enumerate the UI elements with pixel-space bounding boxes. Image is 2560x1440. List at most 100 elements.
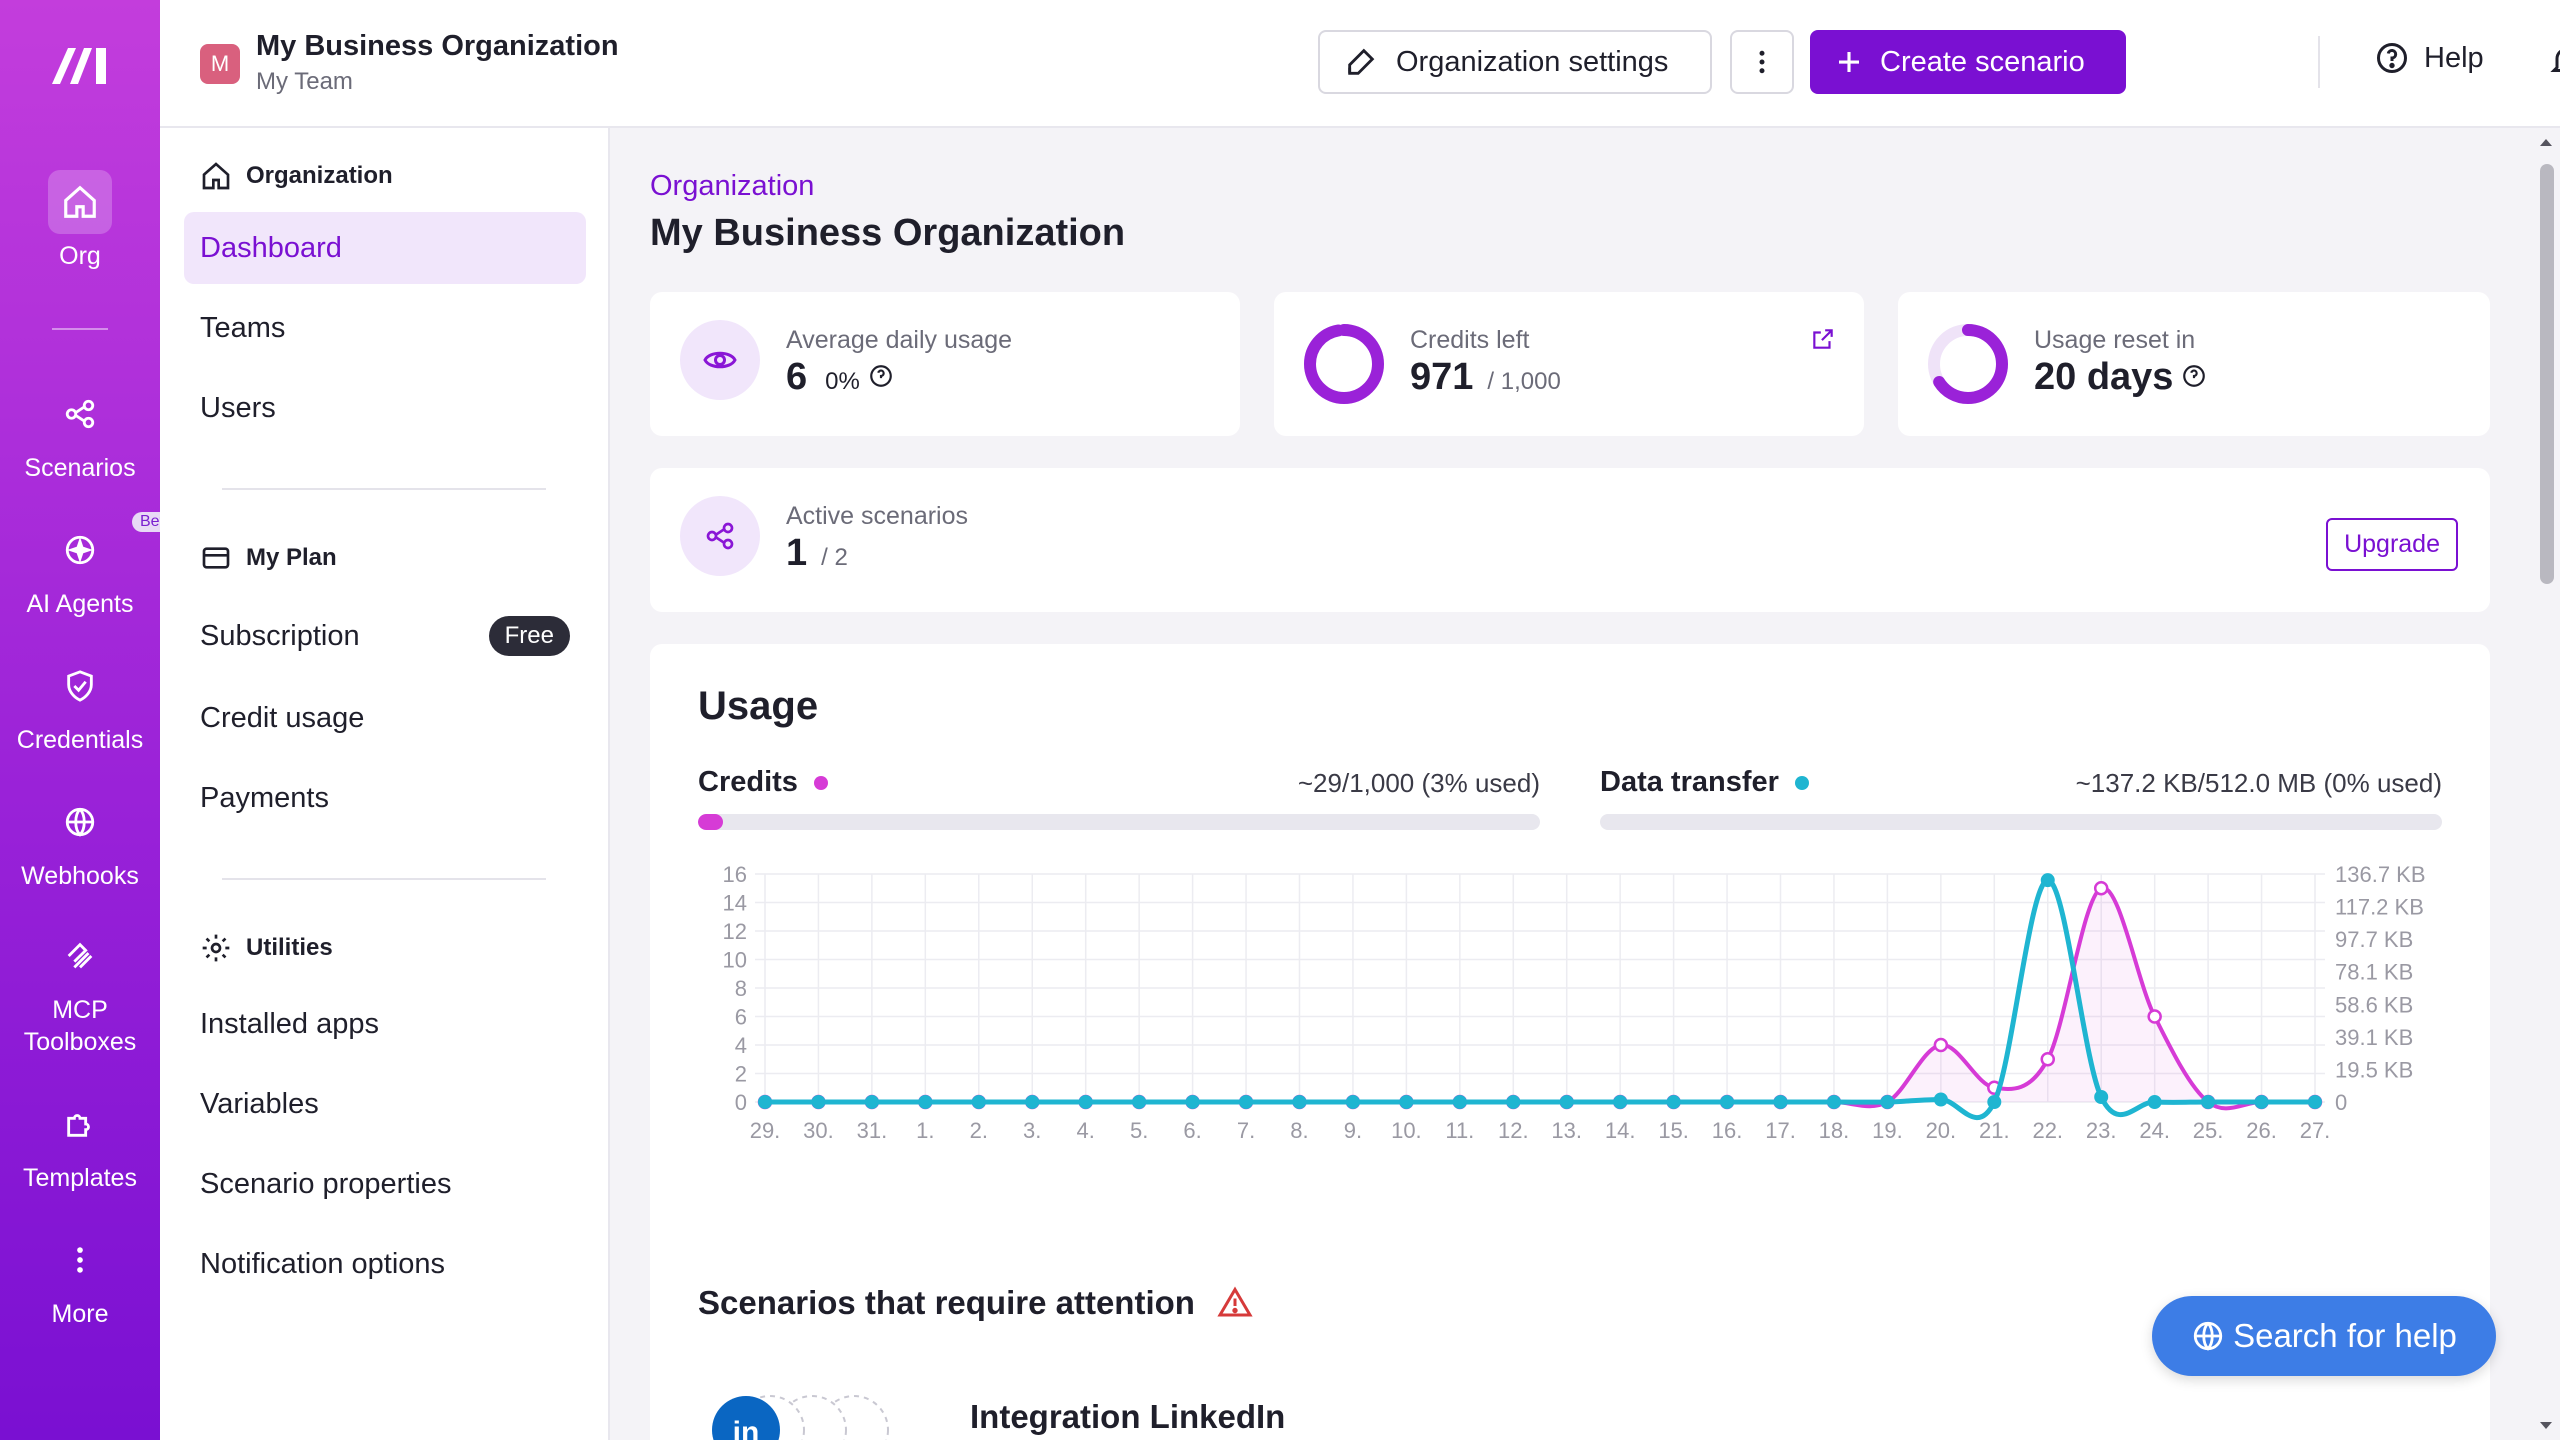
help-button[interactable]: Help [2374, 40, 2484, 76]
credits-ring [1304, 324, 1384, 404]
rail-item-scenarios[interactable]: Scenarios [0, 382, 160, 484]
x-tick-label: 4. [1077, 1118, 1095, 1143]
transfer-point [1452, 1095, 1467, 1109]
transfer-label: Data transfer [1600, 766, 1779, 798]
credits-total: / 1,000 [1487, 368, 1561, 395]
transfer-point [864, 1095, 879, 1109]
usage-reset-value: 20 days [2034, 356, 2174, 398]
transfer-usage-value: ~137.2 KB/512.0 MB (0% used) [2075, 768, 2442, 798]
puzzle-icon [48, 1092, 112, 1156]
globe-icon [2193, 1321, 2223, 1351]
info-icon[interactable] [2181, 363, 2207, 389]
y-right-tick-label: 117.2 KB [2335, 895, 2424, 920]
warning-icon [1217, 1286, 1253, 1317]
scenario-name[interactable]: Integration LinkedIn [970, 1398, 1286, 1435]
transfer-point [1880, 1095, 1895, 1109]
x-tick-label: 16. [1712, 1118, 1743, 1143]
y-left-tick-label: 14 [723, 891, 747, 916]
nav-item-dashboard[interactable]: Dashboard [184, 212, 586, 284]
team-name[interactable]: My Team [256, 68, 353, 95]
upgrade-button[interactable]: Upgrade [2326, 518, 2458, 571]
stat-label: Average daily usage [786, 326, 1013, 354]
credits-series-area [765, 887, 2315, 1109]
scroll-thumb[interactable] [2540, 164, 2554, 584]
nav-item-credit-usage[interactable]: Credit usage [200, 701, 365, 734]
rail-item-ai-agents[interactable]: Beta AI Agents [0, 512, 181, 620]
plan-badge: Free [488, 616, 570, 656]
transfer-point [1078, 1095, 1093, 1109]
utilities-section-heading: Utilities [200, 932, 333, 964]
rail-item-webhooks[interactable]: Webhooks [0, 790, 160, 892]
attention-title: Scenarios that require attention [698, 1284, 1253, 1322]
rail-label: Org [59, 242, 101, 270]
share-icon [680, 496, 760, 576]
transfer-point [2094, 1089, 2109, 1104]
transfer-point [1613, 1095, 1628, 1109]
nav-item-label: Subscription [200, 619, 360, 652]
transfer-meter-label: Data transfer [1600, 766, 1809, 799]
section-heading-label: Utilities [246, 934, 333, 961]
nav-item-payments[interactable]: Payments [200, 781, 329, 814]
transfer-point [1185, 1095, 1200, 1109]
plus-icon [1839, 52, 1859, 72]
transfer-point [1987, 1095, 2002, 1109]
y-left-tick-label: 12 [723, 919, 747, 944]
nav-item-notification-options[interactable]: Notification options [200, 1247, 446, 1280]
credits-label: Credits [698, 766, 798, 798]
stat-value: 6 0% [786, 356, 894, 399]
nav-item-teams[interactable]: Teams [200, 311, 286, 344]
rail-item-credentials[interactable]: Credentials [0, 654, 160, 756]
make-logo-icon[interactable] [48, 40, 112, 88]
info-icon[interactable] [868, 363, 894, 389]
nav-item-users[interactable]: Users [200, 391, 276, 424]
scroll-down-icon[interactable] [2538, 1420, 2554, 1432]
transfer-point [1720, 1095, 1735, 1109]
x-tick-label: 6. [1183, 1118, 1201, 1143]
rail-divider [52, 328, 108, 330]
nav-item-subscription[interactable]: Subscription Free [184, 600, 586, 672]
breadcrumb[interactable]: Organization [650, 170, 815, 202]
y-left-tick-label: 6 [735, 1005, 747, 1030]
transfer-point [1559, 1095, 1574, 1109]
gear-icon [202, 934, 230, 962]
share-icon [48, 382, 112, 446]
page-scrollbar[interactable] [2532, 130, 2560, 1440]
transfer-point [2147, 1095, 2162, 1109]
nav-divider [222, 878, 546, 880]
org-name[interactable]: My Business Organization [256, 30, 619, 62]
nav-item-scenario-properties[interactable]: Scenario properties [200, 1167, 452, 1200]
credits-meter-track [698, 814, 1540, 830]
help-circle-icon [2377, 43, 2407, 73]
x-tick-label: 19. [1872, 1118, 1903, 1143]
globe-icon [48, 790, 112, 854]
y-left-tick-label: 10 [723, 948, 747, 973]
rail-item-mcp-toolboxes[interactable]: MCP Toolboxes [0, 924, 160, 1058]
x-tick-label: 7. [1237, 1118, 1255, 1143]
credits-point [2093, 881, 2109, 896]
create-scenario-button[interactable]: Create scenario [1810, 30, 2126, 94]
nav-item-installed-apps[interactable]: Installed apps [200, 1007, 379, 1040]
average-usage-percent: 0% [825, 368, 860, 395]
bell-icon[interactable] [2548, 40, 2560, 80]
edit-icon [1348, 48, 1375, 75]
external-link-icon[interactable] [1810, 326, 1836, 352]
y-right-tick-label: 0 [2335, 1090, 2347, 1115]
stat-value: 1 / 2 [786, 532, 848, 575]
more-options-button[interactable] [1730, 30, 1794, 94]
nav-item-variables[interactable]: Variables [200, 1087, 319, 1120]
rail-item-more[interactable]: More [0, 1228, 160, 1330]
page-title: My Business Organization [650, 212, 1126, 254]
x-tick-label: 26. [2246, 1118, 2277, 1143]
transfer-point [2201, 1095, 2216, 1109]
transfer-point [1345, 1095, 1360, 1109]
rail-item-templates[interactable]: Templates [0, 1092, 160, 1194]
rail-item-org[interactable]: Org [0, 170, 160, 272]
y-right-tick-label: 136.7 KB [2335, 862, 2426, 887]
sparkle-icon: Beta [48, 512, 181, 582]
nav-divider [222, 488, 546, 490]
org-avatar[interactable]: M [200, 44, 240, 84]
search-for-help-button[interactable]: Search for help [2152, 1296, 2496, 1376]
scroll-up-icon[interactable] [2538, 136, 2554, 148]
organization-settings-button[interactable]: Organization settings [1318, 30, 1712, 94]
stat-label: Active scenarios [786, 502, 969, 530]
